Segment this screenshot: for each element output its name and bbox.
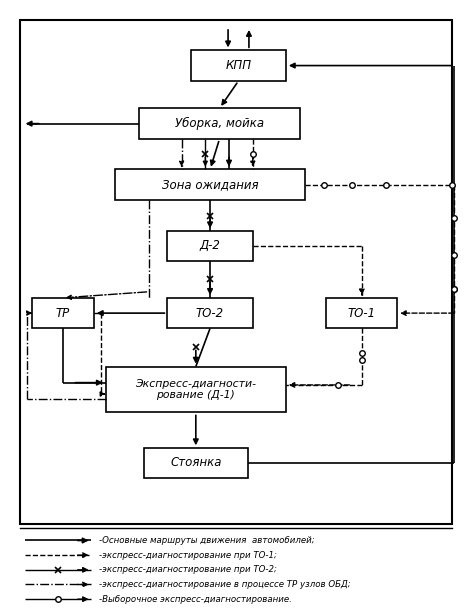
Text: -Выборочное экспресс-диагностирование.: -Выборочное экспресс-диагностирование. — [99, 595, 291, 604]
Text: Экспресс-диагности-
рование (Д-1): Экспресс-диагности- рование (Д-1) — [135, 379, 256, 400]
Bar — [20, 20, 451, 524]
Text: -Основные маршруты движения  автомобилей;: -Основные маршруты движения автомобилей; — [99, 536, 314, 545]
Bar — [167, 231, 252, 260]
Bar — [143, 448, 248, 478]
Bar — [32, 298, 94, 328]
Bar — [106, 367, 285, 413]
Bar — [139, 108, 299, 139]
Bar — [115, 169, 304, 200]
Text: Уборка, мойка: Уборка, мойка — [175, 117, 264, 130]
Text: КПП: КПП — [225, 59, 251, 72]
Text: Д-2: Д-2 — [199, 239, 220, 252]
Bar — [326, 298, 397, 328]
Text: ТО-1: ТО-1 — [347, 306, 375, 320]
Bar — [191, 50, 285, 81]
Text: ТР: ТР — [56, 306, 70, 320]
Text: Зона ожидания: Зона ожидания — [161, 178, 258, 191]
Text: -экспресс-диагностирование при ТО-2;: -экспресс-диагностирование при ТО-2; — [99, 565, 276, 574]
Text: -экспресс-диагностирование в процессе ТР узлов ОБД;: -экспресс-диагностирование в процессе ТР… — [99, 580, 349, 589]
Text: -экспресс-диагностирование при ТО-1;: -экспресс-диагностирование при ТО-1; — [99, 551, 276, 559]
Text: ТО-2: ТО-2 — [196, 306, 224, 320]
Text: Стоянка: Стоянка — [170, 456, 221, 469]
Bar — [167, 298, 252, 328]
